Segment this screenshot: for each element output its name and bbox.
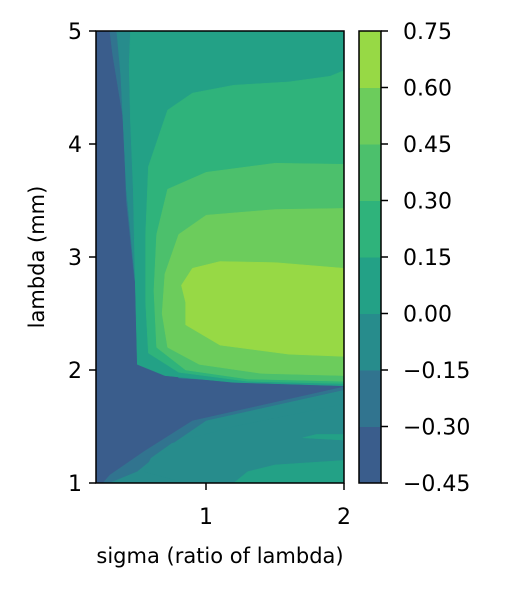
- contour-region: [143, 403, 344, 483]
- x-tick-label: 2: [337, 505, 351, 530]
- colorbar-tick-label: 0.75: [403, 20, 452, 45]
- colorbar-bands: [359, 31, 381, 484]
- y-tick-label: 4: [68, 133, 82, 158]
- x-axis: 1 2 sigma (ratio of lambda): [96, 483, 351, 568]
- colorbar-tick-label: 0.60: [403, 77, 452, 102]
- colorbar-band: [359, 200, 381, 258]
- x-axis-label: sigma (ratio of lambda): [96, 544, 343, 568]
- colorbar-band: [359, 144, 381, 201]
- colorbar-band: [359, 313, 381, 371]
- colorbar-tick-label: 0.00: [403, 303, 452, 328]
- contour-plot: [95, 30, 345, 484]
- colorbar-tick-label: −0.30: [403, 416, 470, 441]
- colorbar: 0.75 0.60 0.45 0.30 0.15 0.00 −0.15 −0.30 −0.45: [358, 20, 470, 497]
- y-tick-label: 3: [68, 246, 82, 271]
- contour-regions: [96, 31, 344, 483]
- y-axis-label: lambda (mm): [25, 186, 49, 329]
- x-tick-label: 1: [199, 505, 213, 530]
- colorbar-tick-label: 0.30: [403, 190, 452, 215]
- colorbar-band: [359, 87, 381, 145]
- colorbar-band: [359, 31, 381, 88]
- colorbar-tick-label: −0.45: [403, 472, 470, 497]
- y-tick-label: 2: [68, 359, 82, 384]
- colorbar-ticks: 0.75 0.60 0.45 0.30 0.15 0.00 −0.15 −0.30 −0.45: [381, 20, 470, 497]
- y-tick-label: 5: [68, 20, 82, 45]
- colorbar-tick-label: 0.15: [403, 246, 452, 271]
- contour-region: [181, 261, 344, 357]
- y-axis: 1 2 3 4 5 lambda (mm): [25, 20, 96, 497]
- colorbar-band: [359, 426, 381, 484]
- colorbar-band: [359, 370, 381, 427]
- contour-region: [233, 434, 344, 483]
- y-tick-label: 1: [68, 472, 82, 497]
- colorbar-tick-label: −0.15: [403, 359, 470, 384]
- colorbar-tick-label: 0.45: [403, 133, 452, 158]
- colorbar-band: [359, 257, 381, 314]
